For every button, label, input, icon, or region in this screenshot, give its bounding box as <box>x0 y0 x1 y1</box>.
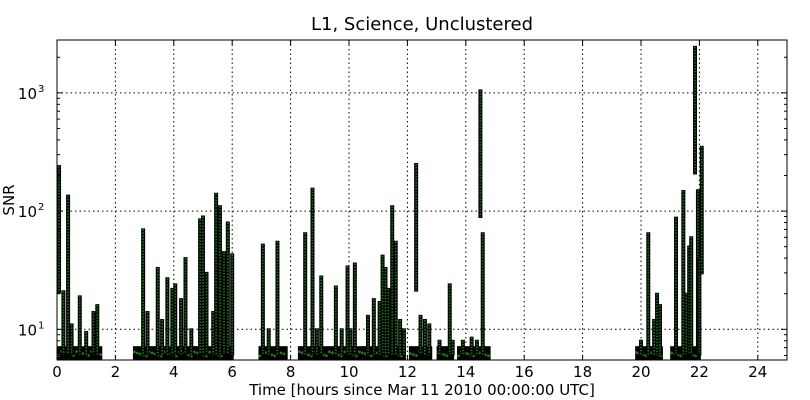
x-tick-label: 4 <box>169 363 179 381</box>
trigger-point <box>270 353 274 357</box>
trigger-point <box>466 352 469 356</box>
trigger-point <box>298 350 301 354</box>
y-tick-label-base: 10 <box>18 85 37 103</box>
data-layer <box>57 45 704 360</box>
y-tick-label-exponent: 2 <box>38 202 44 213</box>
trigger-point <box>487 354 490 358</box>
trigger-point <box>457 354 460 358</box>
trigger-point <box>151 351 154 355</box>
trigger-point <box>193 350 196 354</box>
trigger-point <box>139 352 142 356</box>
trigger-point <box>408 352 412 355</box>
trigger-point <box>187 353 190 357</box>
trigger-point <box>411 353 415 356</box>
x-tick-label: 12 <box>398 363 417 381</box>
x-tick-label: 14 <box>456 363 475 381</box>
trigger-point <box>75 350 78 353</box>
trigger-point <box>331 351 334 355</box>
trigger-point <box>635 351 639 355</box>
trigger-cluster-band <box>258 346 288 360</box>
trigger-point <box>133 350 136 354</box>
x-tick-label: 22 <box>690 363 709 381</box>
plot-frame <box>56 39 788 361</box>
trigger-point <box>301 351 304 355</box>
x-tick-label: 24 <box>748 363 767 381</box>
x-tick-label: 6 <box>227 363 237 381</box>
x-tick-label: 20 <box>631 363 650 381</box>
x-tick-label: 2 <box>111 363 121 381</box>
trigger-point <box>414 354 418 357</box>
trigger-point <box>258 354 262 358</box>
trigger-point <box>282 352 286 356</box>
trigger-point <box>279 351 283 355</box>
y-tick-label-base: 10 <box>18 321 37 339</box>
trigger-point <box>442 353 446 357</box>
x-tick-label: 8 <box>286 363 296 381</box>
y-axis-label: SNR <box>0 184 18 215</box>
x-axis-ticks: 0 2 4 6 8 10 12 14 16 18 20 22 24 <box>52 40 767 381</box>
y-tick-label-exponent: 1 <box>38 320 44 331</box>
trigger-point <box>136 351 139 355</box>
trigger-point <box>307 353 310 357</box>
trigger-point <box>361 351 364 355</box>
trigger-point <box>358 350 361 354</box>
trigger-point <box>99 353 102 356</box>
x-tick-label: 10 <box>339 363 358 381</box>
y-tick-label-exponent: 3 <box>38 84 44 95</box>
trigger-point <box>328 350 331 354</box>
x-tick-label: 18 <box>573 363 592 381</box>
x-axis-label: Time [hours since Mar 11 2010 00:00:00 U… <box>248 381 595 399</box>
trigger-point <box>670 351 674 355</box>
x-tick-label: 16 <box>515 363 534 381</box>
x-tick-label: 0 <box>52 363 62 381</box>
trigger-point <box>208 350 211 354</box>
chart-title: L1, Science, Unclustered <box>311 14 533 35</box>
y-tick-label-base: 10 <box>18 203 37 221</box>
trigger-point <box>81 352 84 355</box>
trigger-point <box>484 353 487 357</box>
trigger-point <box>264 351 268 355</box>
trigger-point <box>325 354 328 358</box>
